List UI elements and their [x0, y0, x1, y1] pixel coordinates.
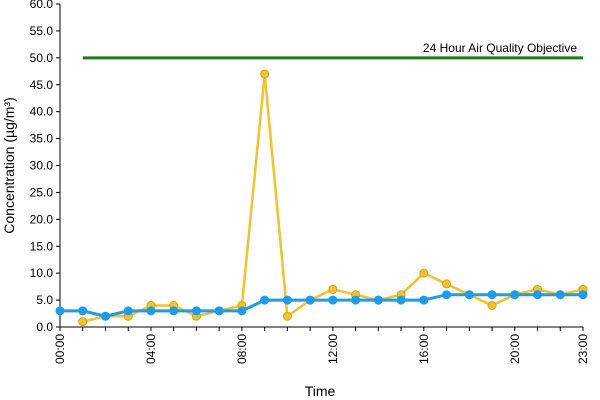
series-2-point: [510, 290, 520, 300]
x-tick-label: 00:00: [53, 334, 67, 364]
y-tick-label: 45.0: [30, 78, 54, 92]
y-tick-label: 50.0: [30, 51, 54, 65]
y-tick-label: 40.0: [30, 105, 54, 119]
y-tick-label: 10.0: [30, 266, 54, 280]
series-1-point: [260, 69, 270, 79]
series-1-point: [328, 284, 338, 294]
y-tick-label: 55.0: [30, 24, 54, 38]
series-2-point: [464, 290, 474, 300]
x-tick-label: 08:00: [235, 334, 249, 364]
series-1-point: [487, 300, 497, 310]
series-2-point: [146, 306, 156, 316]
series-2-point: [191, 306, 201, 316]
y-axis-title: Concentration (µg/m³): [1, 97, 17, 233]
y-tick-label: 20.0: [30, 212, 54, 226]
x-tick-label: 23:00: [576, 334, 590, 364]
series-2-point: [100, 311, 110, 321]
series-2-point: [487, 290, 497, 300]
series-2-point: [55, 306, 65, 316]
series-2-point: [396, 295, 406, 305]
series-2-point: [555, 290, 565, 300]
x-ticks: 00:00 04:00 08:00 12:00 16:00 20:00 23:00: [53, 327, 590, 364]
x-axis-title: Time: [305, 383, 336, 399]
y-tick-label: 15.0: [30, 239, 54, 253]
series-1-point: [442, 279, 452, 289]
series-2-point: [328, 295, 338, 305]
series-2-point: [305, 295, 315, 305]
x-tick-label: 16:00: [417, 334, 431, 364]
objective-label: 24 Hour Air Quality Objective: [423, 41, 577, 55]
y-tick-label: 0.0: [36, 320, 53, 334]
series-2-point: [214, 306, 224, 316]
series-2-point: [237, 306, 247, 316]
y-tick-label: 25.0: [30, 185, 54, 199]
y-ticks: 0.0 5.0 10.0 15.0 20.0 25.0 30.0 35.0 40.0 45.0 50…: [30, 0, 60, 334]
y-tick-label: 60.0: [30, 0, 54, 11]
y-tick-label: 30.0: [30, 159, 54, 173]
series-2-point: [351, 295, 361, 305]
y-tick-label: 35.0: [30, 132, 54, 146]
series-2-point: [578, 290, 588, 300]
series-2-point: [282, 295, 292, 305]
series-2-point: [169, 306, 179, 316]
series-1-point: [282, 311, 292, 321]
y-tick-label: 5.0: [36, 293, 53, 307]
series-1-point: [78, 317, 88, 327]
x-tick-label: 20:00: [508, 334, 522, 364]
series-2-point: [533, 290, 543, 300]
series-2-point: [123, 306, 133, 316]
series-2-point: [442, 290, 452, 300]
series-2-point: [373, 295, 383, 305]
x-tick-label: 12:00: [326, 334, 340, 364]
series-1-point: [419, 268, 429, 278]
series-2-point: [260, 295, 270, 305]
series-2-line: [60, 293, 583, 318]
x-tick-label: 04:00: [144, 334, 158, 364]
series-group: [55, 69, 588, 327]
reference-line-group: 24 Hour Air Quality Objective: [82, 41, 583, 60]
series-2-point: [419, 295, 429, 305]
series-2-point: [78, 306, 88, 316]
series-1-line: [82, 72, 584, 323]
